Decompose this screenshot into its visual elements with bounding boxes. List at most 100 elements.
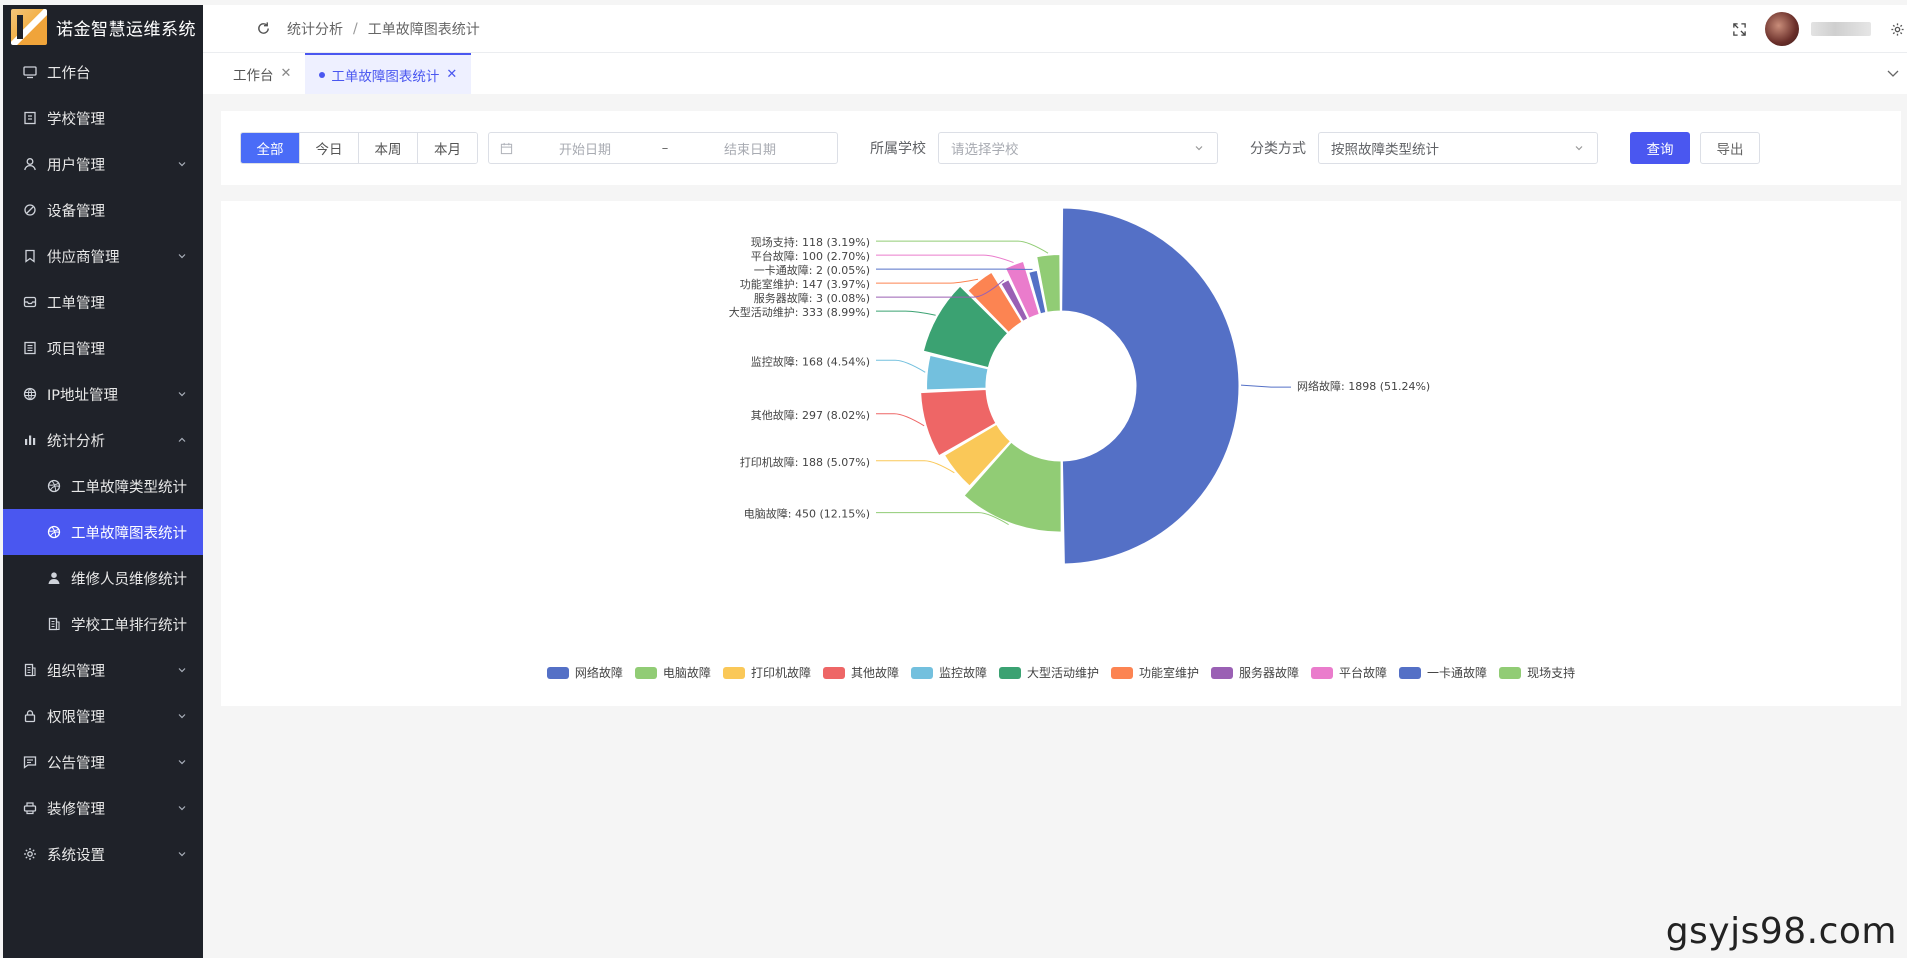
sidebar-item-system-settings[interactable]: 系统设置 (3, 831, 203, 877)
pie-slice-10[interactable] (1036, 254, 1061, 313)
sidebar-item-label: 工单故障图表统计 (71, 525, 187, 542)
tab-workbench[interactable]: 工作台 ✕ (219, 53, 305, 94)
date-range-picker[interactable]: 开始日期 – 结束日期 (488, 132, 838, 164)
list-icon (21, 339, 39, 357)
legend-item-3[interactable]: 其他故障 (822, 664, 899, 681)
sidebar-subitem-fault-type[interactable]: 工单故障类型统计 (3, 463, 203, 509)
settings-gear-icon[interactable] (1889, 21, 1905, 37)
sidebar-subitem-school-ranking[interactable]: 学校工单排行统计 (3, 601, 203, 647)
export-button[interactable]: 导出 (1700, 132, 1760, 164)
legend-item-1[interactable]: 电脑故障 (634, 664, 711, 681)
period-segmented-control: 全部 今日 本周 本月 (240, 132, 478, 164)
chevron-down-icon (1573, 142, 1585, 154)
sidebar-item-ip[interactable]: IP地址管理 (3, 371, 203, 417)
slice-label-2: 打印机故障: 188 (5.07%) (740, 455, 870, 469)
legend-label: 一卡通故障 (1427, 666, 1488, 680)
inbox-icon (21, 293, 39, 311)
pie-slice-1[interactable] (963, 441, 1062, 533)
legend-label: 功能室维护 (1139, 666, 1200, 680)
breadcrumb-item[interactable]: 统计分析 (287, 21, 343, 38)
legend-swatch (722, 666, 745, 679)
sidebar-item-permissions[interactable]: 权限管理 (3, 693, 203, 739)
date-end-input[interactable]: 结束日期 (723, 142, 776, 158)
legend-swatch (634, 666, 657, 679)
avatar[interactable] (1765, 12, 1799, 46)
fault-donut-chart: 现场支持: 118 (3.19%)平台故障: 100 (2.70%)一卡通故障:… (729, 207, 1430, 565)
period-week-button[interactable]: 本周 (359, 133, 418, 163)
legend-label: 大型活动维护 (1026, 666, 1099, 680)
pie-slice-5[interactable] (922, 285, 1009, 369)
sidebar-item-statistics[interactable]: 统计分析 (3, 417, 203, 463)
label-leader-line-3 (876, 413, 925, 427)
pie-slice-4[interactable] (926, 354, 989, 391)
period-all-button[interactable]: 全部 (241, 133, 300, 163)
legend-swatch (998, 666, 1021, 679)
sidebar-item-suppliers[interactable]: 供应商管理 (3, 233, 203, 279)
header-actions (1731, 5, 1907, 53)
brand-logo (11, 9, 47, 45)
breadcrumb-separator: / (353, 20, 358, 37)
fullscreen-icon[interactable] (1731, 21, 1747, 37)
sidebar-item-label: 公告管理 (47, 755, 105, 772)
pie-slice-8[interactable] (1004, 260, 1040, 319)
close-icon[interactable]: ✕ (280, 66, 292, 81)
doc-icon (45, 615, 63, 633)
chevron-down-icon (177, 251, 187, 261)
category-select[interactable]: 按照故障类型统计 (1318, 132, 1598, 164)
period-month-button[interactable]: 本月 (418, 133, 477, 163)
watermark: gsyjs98.com (1665, 911, 1897, 952)
chart-legend: 网络故障 电脑故障 打印机故障 其他故障 监控故障 大型活动维护 功能室维护 服务器故障 平台故… (221, 664, 1901, 681)
close-icon[interactable]: ✕ (446, 67, 458, 82)
pie-slice-9[interactable] (1028, 269, 1047, 315)
sidebar-item-decoration[interactable]: 装修管理 (3, 785, 203, 831)
legend-item-4[interactable]: 监控故障 (910, 664, 987, 681)
pie-slice-0[interactable] (1061, 207, 1240, 565)
user-icon (21, 155, 39, 173)
legend-swatch (546, 666, 569, 679)
legend-label: 网络故障 (574, 666, 623, 680)
label-leader-line-10 (876, 240, 1049, 254)
sidebar-subitem-repair-staff[interactable]: 维修人员维修统计 (3, 555, 203, 601)
sidebar-item-workbench[interactable]: 工作台 (3, 49, 203, 95)
query-button[interactable]: 查询 (1630, 132, 1690, 164)
legend-item-7[interactable]: 服务器故障 (1211, 664, 1299, 681)
legend-item-9[interactable]: 一卡通故障 (1399, 664, 1487, 681)
legend-item-0[interactable]: 网络故障 (546, 664, 623, 681)
pie-slice-7[interactable] (1000, 279, 1029, 322)
sidebar-item-announcements[interactable]: 公告管理 (3, 739, 203, 785)
legend-item-10[interactable]: 现场支持 (1499, 664, 1575, 681)
legend-swatch (1111, 666, 1133, 679)
tab-fault-chart[interactable]: 工单故障图表统计 ✕ (305, 53, 472, 94)
sidebar-item-projects[interactable]: 项目管理 (3, 325, 203, 371)
building-icon (21, 109, 39, 127)
refresh-icon[interactable] (255, 21, 271, 37)
sidebar-item-devices[interactable]: 设备管理 (3, 187, 203, 233)
period-today-button[interactable]: 今日 (300, 133, 359, 163)
user-name-blurred[interactable] (1811, 22, 1871, 36)
sidebar-item-users[interactable]: 用户管理 (3, 141, 203, 187)
slice-label-3: 其他故障: 297 (8.02%) (751, 408, 870, 422)
pie-slice-6[interactable] (967, 271, 1023, 333)
chart-panel: 现场支持: 118 (3.19%) 平台故障: 100 (2.70%) 一卡通故障:… (221, 201, 1901, 706)
sidebar-subitem-fault-chart[interactable]: 工单故障图表统计 (3, 509, 203, 555)
school-select[interactable]: 请选择学校 (938, 132, 1218, 164)
sidebar-item-label: 学校管理 (47, 111, 105, 128)
sidebar-item-label: 工单管理 (47, 295, 105, 312)
sidebar-item-school[interactable]: 学校管理 (3, 95, 203, 141)
legend-item-6[interactable]: 功能室维护 (1111, 664, 1199, 681)
legend-item-5[interactable]: 大型活动维护 (998, 664, 1099, 681)
breadcrumb-current: 工单故障图表统计 (367, 21, 480, 38)
sidebar-item-label: 权限管理 (47, 709, 105, 726)
legend-item-2[interactable]: 打印机故障 (722, 664, 811, 681)
sidebar-item-workorders[interactable]: 工单管理 (3, 279, 203, 325)
pie-slice-3[interactable] (920, 389, 997, 457)
date-start-input[interactable]: 开始日期 (558, 142, 611, 158)
chevron-down-icon[interactable] (1885, 65, 1901, 81)
pie-slice-2[interactable] (944, 423, 1011, 487)
legend-label: 电脑故障 (662, 666, 711, 680)
filter-panel: 全部 今日 本周 本月 开始日期 – 结束日期 所属学校 请选择学校 分类方式 … (221, 111, 1901, 185)
chevron-down-icon (177, 159, 187, 169)
sidebar-item-organization[interactable]: 组织管理 (3, 647, 203, 693)
top-header: 统计分析 / 工单故障图表统计 (203, 5, 1907, 53)
legend-item-8[interactable]: 平台故障 (1311, 664, 1387, 681)
